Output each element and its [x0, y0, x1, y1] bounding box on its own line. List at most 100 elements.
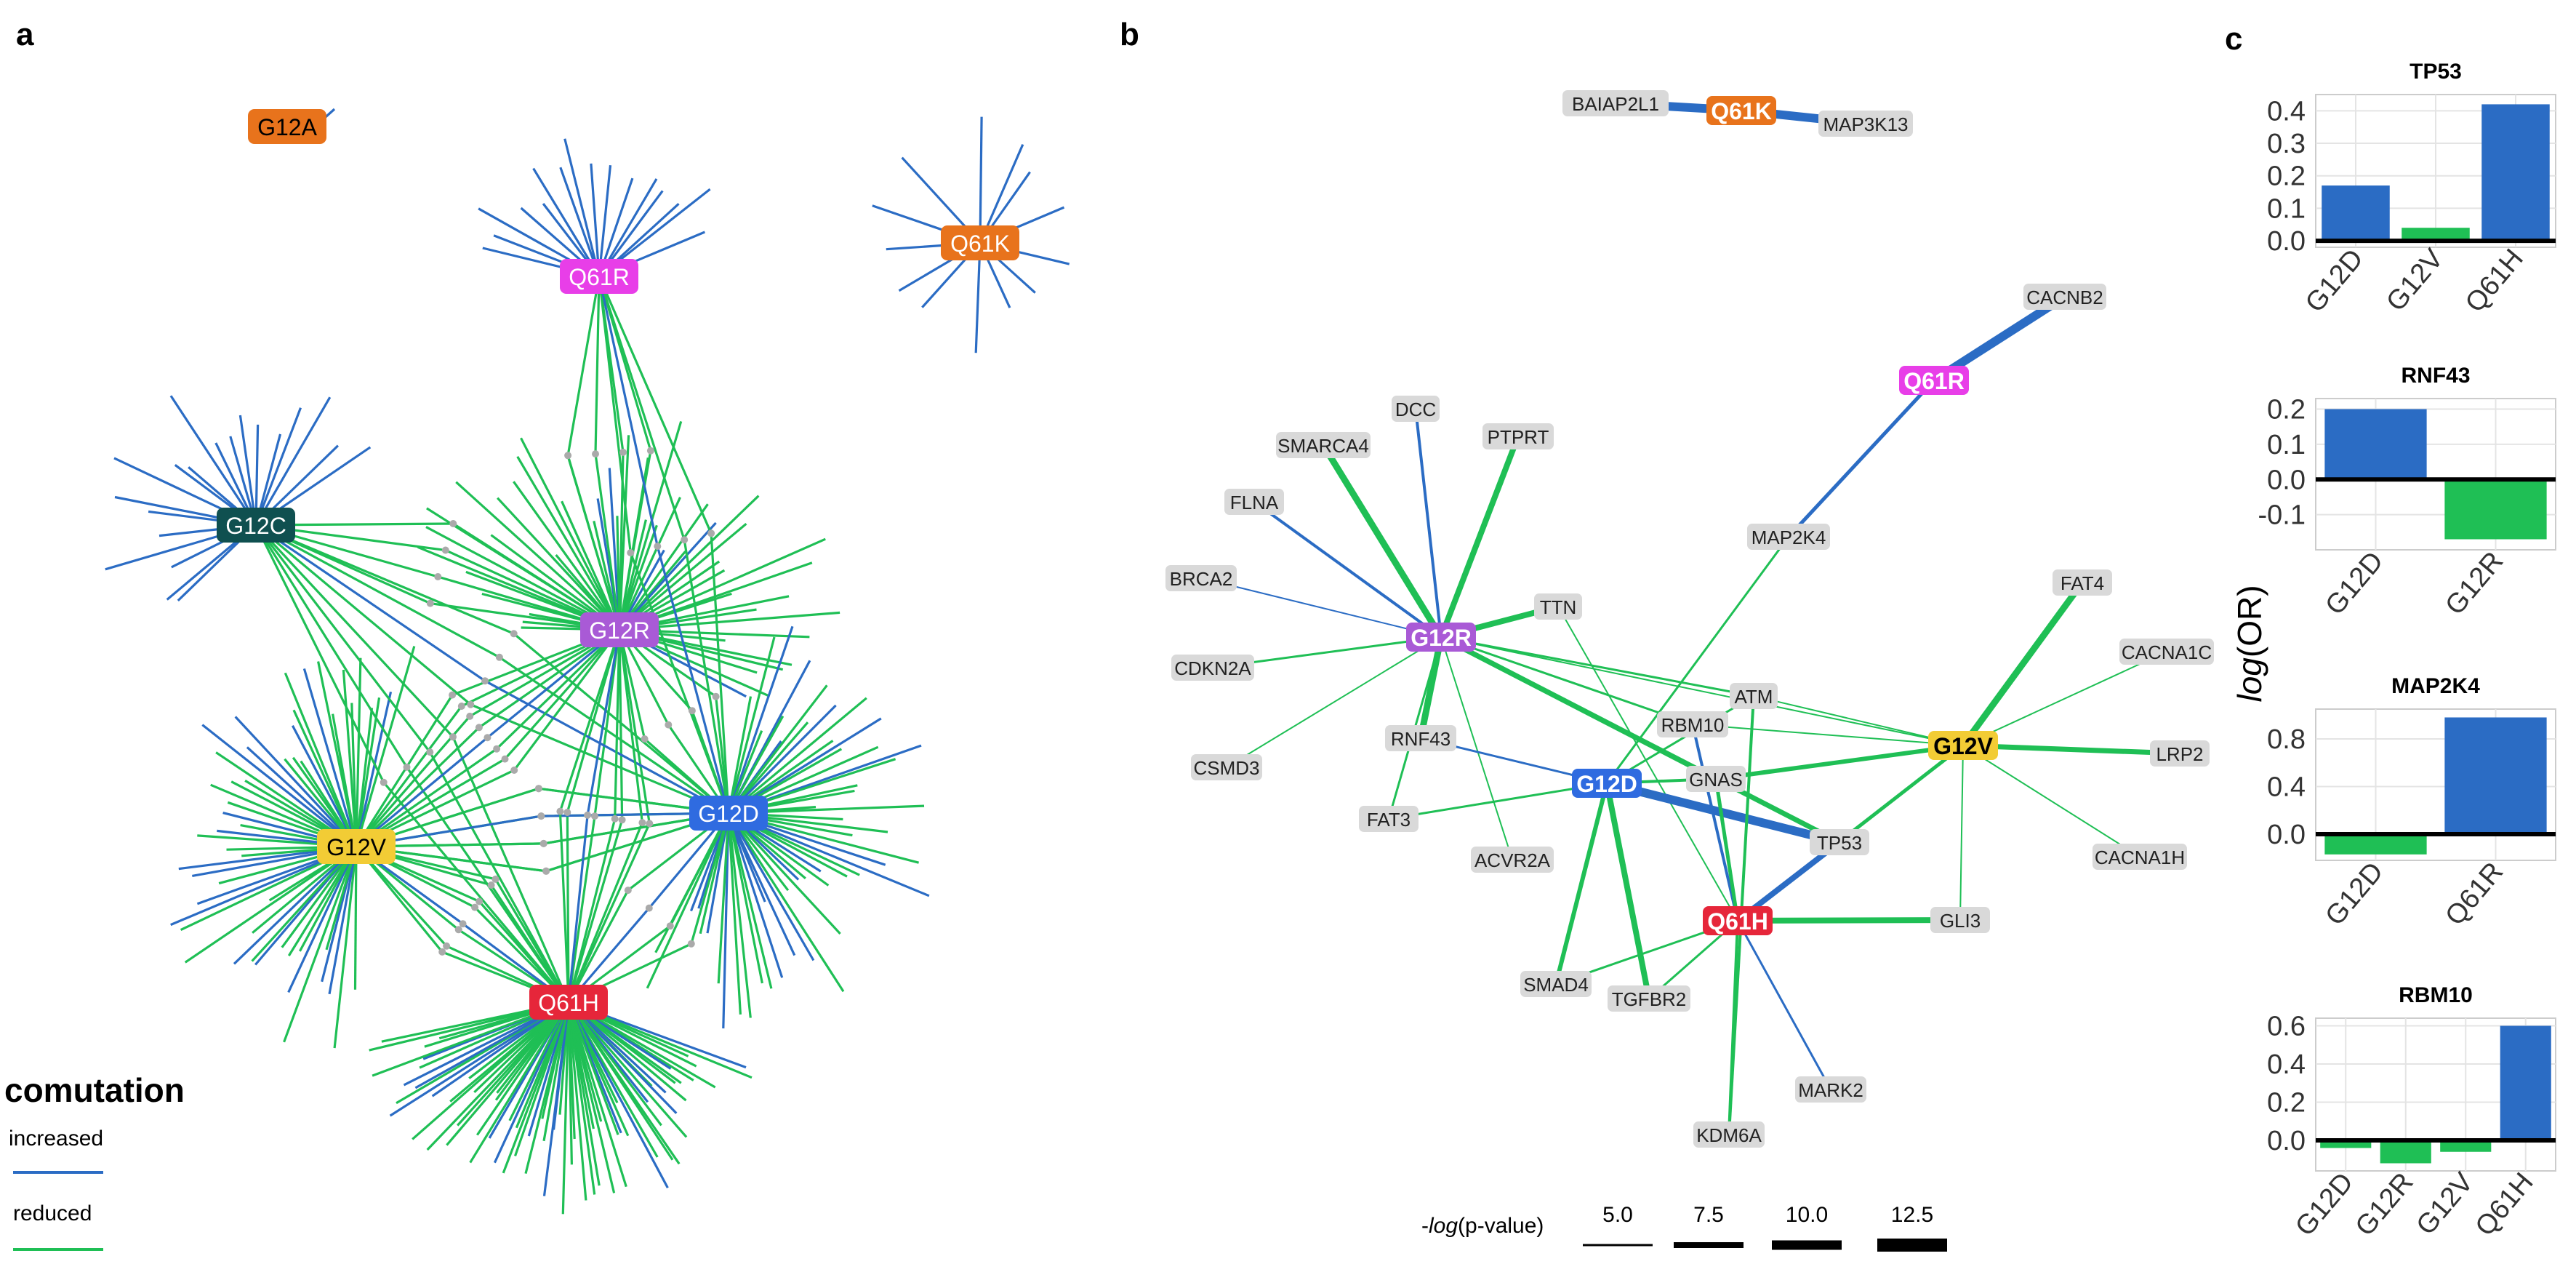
- gene-label: SMAD4: [1523, 974, 1589, 996]
- edge-a-q61h: [542, 1001, 570, 1196]
- edge-a-g12r: [618, 497, 681, 631]
- junction-dot: [654, 543, 662, 551]
- junction-dot: [638, 819, 646, 827]
- variant-b-box: [1928, 731, 1998, 760]
- junction-dot: [619, 448, 627, 456]
- edge-a-q61h: [524, 1001, 570, 1174]
- y-tick-label: 0.4: [2267, 1049, 2306, 1080]
- edge-g12r-brca2: [1200, 577, 1442, 638]
- gene-label: CDKN2A: [1174, 657, 1251, 679]
- x-tick-label: Q61H: [2470, 1167, 2540, 1242]
- bar-g12r: [2444, 479, 2547, 540]
- gene-label-box: [1534, 593, 1582, 620]
- gene-cacna1c: CACNA1C: [2119, 639, 2214, 665]
- node-a-label: Q61K: [950, 231, 1010, 257]
- junction-dot: [487, 881, 495, 889]
- gene-ptprt: PTPRT: [1482, 423, 1554, 449]
- gene-label-box: [1930, 907, 1990, 933]
- junction-dot: [624, 887, 632, 895]
- junction-dot: [403, 763, 411, 771]
- edge-g12v-cacna1c: [1962, 651, 2167, 746]
- edge-q61h-gli3: [1737, 917, 1961, 924]
- gene-label-box: [1359, 806, 1419, 832]
- junction-dot: [611, 815, 619, 823]
- gene-label: FLNA: [1230, 492, 1279, 513]
- gene-label-box: [1482, 423, 1554, 449]
- gene-label-box: [1795, 1076, 1866, 1103]
- junction-dot: [542, 867, 550, 875]
- gene-label-box: [1224, 489, 1284, 515]
- gene-map3k13: MAP3K13: [1818, 111, 1913, 137]
- junction-dot: [645, 904, 653, 912]
- legend-title: comutation: [4, 1071, 185, 1109]
- gene-rbm10: RBM10: [1657, 711, 1728, 737]
- y-tick-label: 0.2: [2267, 395, 2306, 425]
- bar-q61r: [2444, 717, 2547, 834]
- edge-a-q61r: [559, 167, 601, 277]
- gene-label: TTN: [1540, 596, 1577, 618]
- junction-dot: [454, 926, 462, 934]
- edge-rbm10-g12v: [1692, 724, 1964, 746]
- gene-smarca4: SMARCA4: [1276, 432, 1371, 458]
- bar-g12v: [2440, 1140, 2492, 1152]
- node-a-box: [941, 225, 1019, 260]
- gene-gnas: GNAS: [1686, 766, 1746, 792]
- gene-label: CACNA1C: [2122, 641, 2212, 663]
- junction-dot: [584, 811, 592, 819]
- edge-a-q61h: [567, 1001, 587, 1201]
- edge-a-q61h: [508, 1001, 570, 1121]
- gene-label: ATM: [1735, 686, 1773, 708]
- edge-a-g12v: [201, 724, 357, 848]
- bar-q61h: [2481, 104, 2550, 241]
- edge-a-q61h: [567, 1001, 678, 1114]
- gene-label-box: [1385, 725, 1456, 751]
- edge-a-g12d: [727, 684, 828, 814]
- junction-dot: [495, 653, 503, 661]
- gene-fat4: FAT4: [2053, 569, 2112, 596]
- gene-label-box: [1165, 565, 1237, 591]
- edge-a-q61k: [974, 242, 982, 353]
- edge-a-g12v: [355, 657, 362, 847]
- gene-flna: FLNA: [1224, 489, 1284, 515]
- bar-chart-title: RBM10: [2399, 983, 2473, 1007]
- edge-a-g12v: [350, 703, 358, 847]
- edge-a-g12d: [722, 812, 730, 1029]
- gene-label: LRP2: [2156, 743, 2203, 765]
- gene-brca2: BRCA2: [1165, 565, 1237, 591]
- edge-a-g12c: [169, 395, 257, 526]
- junction-dot: [646, 820, 654, 828]
- network-b-nodes: BAIAP2L1 MAP3K13 CACNB2 DCC SMARCA4 PTPRT FLNA…: [1165, 90, 2214, 1148]
- edge-a-g12v: [287, 846, 358, 993]
- edge-a-q61h: [567, 1001, 669, 1188]
- junction-dot: [510, 630, 518, 638]
- edge-g12d-tp53: [1605, 779, 1841, 847]
- gene-label-box: [1747, 524, 1830, 550]
- node-a-label: G12R: [589, 617, 650, 644]
- edge-a-g12d: [727, 697, 867, 815]
- gene-label: CACNA1H: [2095, 847, 2185, 868]
- legend-reduced-label: reduced: [13, 1201, 92, 1225]
- edge-g12r-dcc: [1414, 408, 1443, 638]
- junction-dot: [641, 735, 649, 743]
- y-tick-label: 0.1: [2267, 193, 2306, 224]
- y-tick-label: 0.8: [2267, 724, 2306, 755]
- junction-dot: [426, 599, 434, 607]
- junction-dot: [627, 549, 635, 556]
- edge-a-g12r: [455, 481, 621, 631]
- gene-label-box: [1471, 847, 1554, 873]
- edge-a-g12r: [497, 497, 621, 631]
- variant-b-label: Q61R: [1903, 368, 1965, 394]
- junction-dot: [475, 724, 483, 732]
- node-a-g12r: G12R: [580, 612, 659, 647]
- junction-dot: [481, 677, 489, 685]
- bar-y-axis-label: log(OR): [2231, 585, 2268, 702]
- gene-cdkn2a: CDKN2A: [1171, 655, 1254, 681]
- junction-dot: [449, 691, 457, 699]
- node-a-box: [560, 259, 638, 294]
- gene-label: MAP2K4: [1752, 527, 1826, 548]
- y-tick-label: 0.4: [2267, 96, 2306, 127]
- variant-b-label: Q61K: [1711, 98, 1772, 124]
- network-a: G12A Q61R Q61K G12C G12R G12V G12D Q61H: [105, 108, 1070, 1215]
